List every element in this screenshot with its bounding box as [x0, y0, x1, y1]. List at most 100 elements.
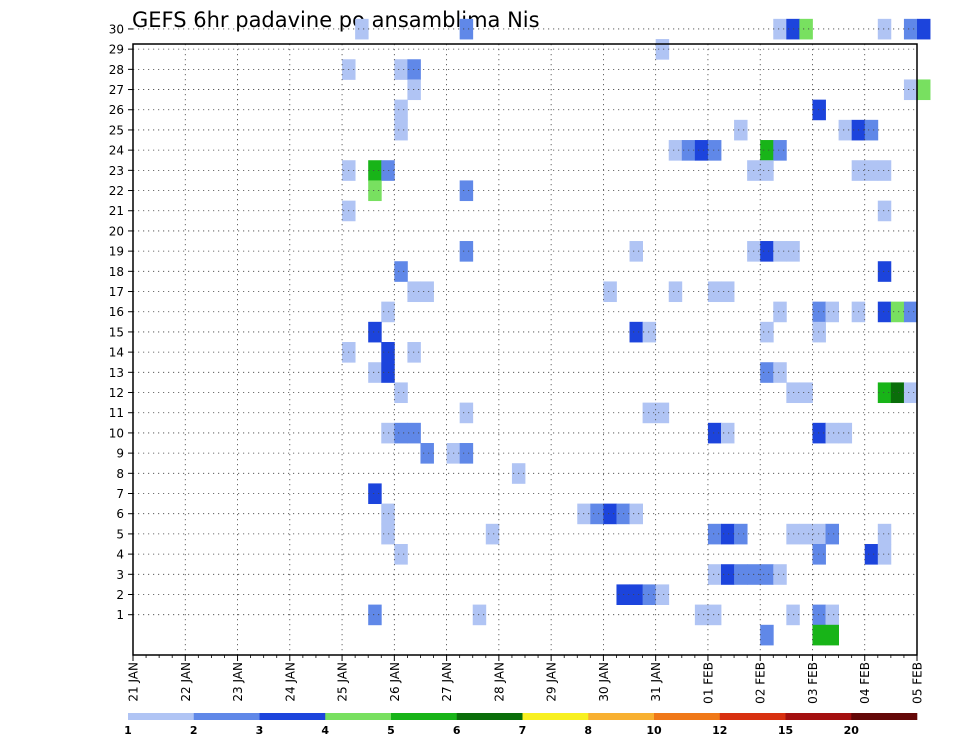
heatmap-cell: [655, 584, 670, 605]
heatmap-cell: [890, 382, 905, 404]
x-axis-ticks: 21 JAN 22 JAN 23 JAN 24 JAN 25 JAN 26 JAN 27 J…: [127, 655, 925, 704]
colorbar-segment: [325, 713, 392, 720]
y-tick-label: 3: [116, 568, 124, 582]
y-tick-label: 7: [116, 487, 124, 501]
heatmap-cell: [734, 523, 748, 545]
x-tick-label: 25 JAN: [336, 662, 350, 702]
y-tick-label: 2: [116, 588, 124, 602]
heatmap-cell: [655, 39, 670, 60]
heatmap-cell: [394, 261, 408, 282]
grid-lines: [133, 28, 917, 655]
heatmap-cell: [355, 18, 369, 40]
y-tick-label: 10: [109, 426, 124, 440]
x-tick-label: 01 FEB: [701, 662, 715, 704]
heatmap-cell: [707, 422, 722, 444]
x-tick-label: 03 FEB: [806, 662, 820, 704]
heatmap-cell: [459, 241, 474, 262]
colorbar-segment: [588, 713, 655, 720]
y-tick-label: 5: [116, 527, 124, 541]
heatmap-cell: [890, 301, 905, 323]
heatmap-cell: [877, 382, 892, 404]
x-tick-label: 26 JAN: [388, 662, 402, 702]
heatmap-cell: [877, 160, 892, 181]
heatmap-cell: [760, 140, 774, 161]
heatmap-cell: [864, 160, 879, 181]
heatmap-cell: [721, 422, 735, 444]
x-tick-label: 27 JAN: [440, 662, 454, 702]
heatmap-cell: [642, 584, 657, 605]
y-tick-label: 20: [109, 224, 124, 238]
x-tick-label: 05 FEB: [911, 662, 925, 704]
y-tick-label: 11: [109, 406, 124, 420]
heatmap-cell: [799, 18, 813, 40]
heatmap-cell: [864, 544, 879, 565]
heatmap-cell: [459, 402, 474, 424]
heatmap-cell: [629, 503, 643, 525]
heatmap-cell: [773, 362, 787, 383]
heatmap-cell: [812, 544, 826, 565]
heatmap-cell: [877, 523, 892, 545]
y-tick-label: 22: [109, 184, 124, 198]
y-tick-label: 9: [116, 447, 124, 461]
heatmap-cell: [917, 18, 931, 40]
y-tick-label: 13: [109, 366, 124, 380]
heatmap-cell: [420, 281, 434, 303]
heatmap-cell: [642, 402, 657, 424]
colorbar-segment: [785, 713, 852, 720]
colorbar-segment: [522, 713, 589, 720]
colorbar-tick-label: 10: [646, 724, 662, 737]
heatmap-cell: [459, 180, 474, 202]
heatmap-cell: [642, 321, 657, 343]
heatmap-cell: [864, 119, 879, 141]
plot-frame-rect: [132, 43, 918, 656]
heatmap-cell: [825, 604, 839, 626]
y-tick-label: 24: [109, 144, 124, 158]
heatmap-cell: [603, 503, 617, 525]
colorbar-tick-label: 6: [453, 724, 461, 737]
heatmap-cell: [694, 140, 709, 161]
y-tick-label: 18: [109, 265, 124, 279]
heatmap-cell: [812, 624, 826, 646]
heatmap-cell: [903, 79, 918, 101]
colorbar: 1 2 3 4 5 6 7 8 10 12 15 20: [124, 713, 918, 737]
heatmap-cell: [838, 119, 853, 141]
heatmap-cell: [707, 140, 722, 161]
heatmap-cell: [707, 523, 722, 545]
colorbar-tick-label: 1: [124, 724, 132, 737]
heatmap-cell: [394, 119, 408, 141]
colorbar-segment: [259, 713, 326, 720]
heatmap-cell: [459, 18, 474, 40]
colorbar-tick-label: 5: [387, 724, 395, 737]
heatmap-cell: [368, 321, 382, 343]
heatmap-cell: [917, 79, 931, 101]
heatmap-cell: [668, 140, 683, 161]
heatmap-cell: [394, 422, 408, 444]
x-tick-label: 22 JAN: [179, 662, 193, 702]
heatmap-cell: [760, 564, 774, 585]
heatmap-cell: [812, 301, 826, 323]
heatmap-cell: [368, 483, 382, 505]
heatmap-cell: [394, 382, 408, 404]
heatmap-cell: [877, 18, 892, 40]
heatmap-cell: [721, 564, 735, 585]
heatmap-cell: [655, 402, 670, 424]
colorbar-tick-label: 15: [778, 724, 793, 737]
heatmap-cell: [799, 382, 813, 404]
heatmap-cell: [368, 604, 382, 626]
heatmap-cell: [707, 564, 722, 585]
heatmap-cell: [734, 119, 748, 141]
heatmap-cell: [877, 301, 892, 323]
colorbar-segment: [391, 713, 458, 720]
heatmap-cell: [825, 523, 839, 545]
heatmap-cell: [760, 241, 774, 262]
y-tick-label: 15: [109, 325, 124, 339]
y-tick-label: 1: [116, 608, 124, 622]
colorbar-segment: [456, 713, 523, 720]
y-tick-label: 6: [116, 507, 124, 521]
y-tick-label: 14: [109, 346, 124, 360]
heatmap-cell: [773, 241, 787, 262]
heatmap-cell: [368, 180, 382, 202]
heatmap-cell: [903, 382, 918, 404]
heatmap-cell: [707, 281, 722, 303]
